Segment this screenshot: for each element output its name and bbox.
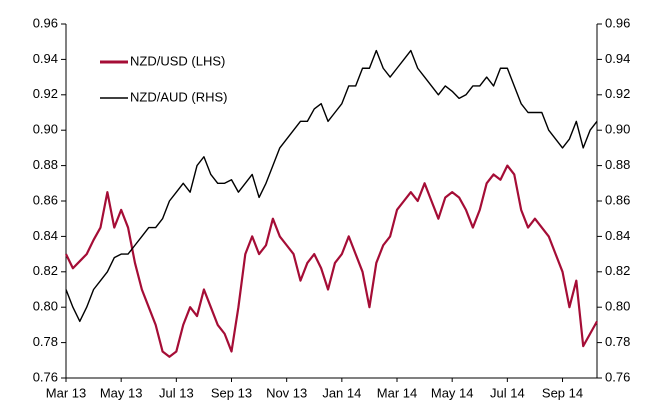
y-tick-label: 0.86	[33, 192, 58, 207]
y2-tick-label: 0.90	[605, 122, 630, 137]
x-tick-label: Jul 13	[159, 385, 194, 400]
y2-tick-label: 0.88	[605, 157, 630, 172]
y-tick-label: 0.84	[33, 228, 58, 243]
x-tick-label: Nov 13	[266, 385, 307, 400]
legend-label: NZD/USD (LHS)	[130, 53, 225, 68]
y-tick-label: 0.82	[33, 263, 58, 278]
legend-label: NZD/AUD (RHS)	[130, 89, 228, 104]
y2-tick-label: 0.92	[605, 86, 630, 101]
y-tick-label: 0.92	[33, 86, 58, 101]
y2-tick-label: 0.76	[605, 369, 630, 384]
y2-tick-label: 0.94	[605, 51, 630, 66]
y2-tick-label: 0.82	[605, 263, 630, 278]
series-line	[65, 49, 598, 323]
x-tick-label: Mar 14	[377, 385, 417, 400]
y-tick-label: 0.88	[33, 157, 58, 172]
y-tick-label: 0.90	[33, 122, 58, 137]
x-tick-label: Mar 13	[46, 385, 86, 400]
x-tick-label: May 13	[100, 385, 143, 400]
y2-tick-label: 0.80	[605, 299, 630, 314]
x-tick-label: May 14	[431, 385, 474, 400]
y2-tick-label: 0.86	[605, 192, 630, 207]
series-line	[65, 164, 598, 358]
x-tick-label: Jan 14	[322, 385, 361, 400]
y2-tick-label: 0.84	[605, 228, 630, 243]
y-tick-label: 0.76	[33, 369, 58, 384]
y2-tick-label: 0.96	[605, 15, 630, 30]
x-tick-label: Sep 14	[542, 385, 583, 400]
y2-tick-label: 0.78	[605, 334, 630, 349]
y-tick-label: 0.96	[33, 15, 58, 30]
x-tick-label: Sep 13	[211, 385, 252, 400]
x-tick-label: Jul 14	[490, 385, 525, 400]
y-tick-label: 0.94	[33, 51, 58, 66]
y-tick-label: 0.78	[33, 334, 58, 349]
y-tick-label: 0.80	[33, 299, 58, 314]
